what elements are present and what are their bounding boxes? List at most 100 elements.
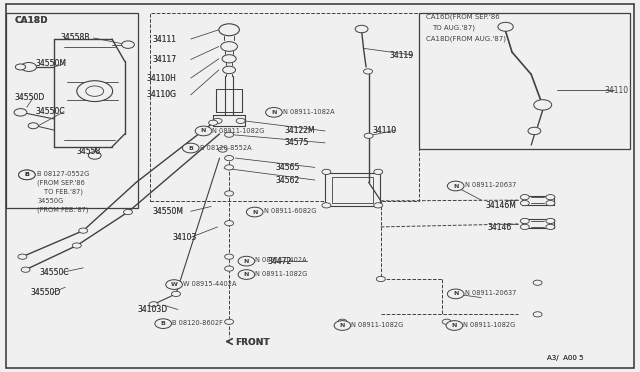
Circle shape xyxy=(88,152,101,159)
Text: 34122M: 34122M xyxy=(285,126,316,135)
Text: 34146M: 34146M xyxy=(485,201,516,210)
Circle shape xyxy=(447,181,464,191)
Text: 34550D: 34550D xyxy=(14,93,44,102)
Text: N: N xyxy=(244,272,249,277)
Circle shape xyxy=(225,155,234,161)
Circle shape xyxy=(520,195,529,200)
Circle shape xyxy=(221,42,237,51)
Circle shape xyxy=(238,270,255,279)
Text: 34111: 34111 xyxy=(152,35,177,44)
Text: 34110: 34110 xyxy=(372,126,397,135)
Text: 34558B: 34558B xyxy=(61,33,90,42)
Text: 34146: 34146 xyxy=(488,223,512,232)
Text: 34550M: 34550M xyxy=(152,207,183,216)
Text: N 08911-1082G: N 08911-1082G xyxy=(463,322,516,328)
Circle shape xyxy=(222,55,236,63)
Circle shape xyxy=(219,24,239,36)
Circle shape xyxy=(19,170,35,180)
Circle shape xyxy=(442,319,451,324)
Circle shape xyxy=(364,133,373,138)
Circle shape xyxy=(166,280,182,289)
Text: N: N xyxy=(452,323,457,328)
Circle shape xyxy=(266,108,282,117)
Bar xyxy=(419,13,630,149)
Circle shape xyxy=(223,66,236,74)
Text: 34103: 34103 xyxy=(173,233,197,242)
Circle shape xyxy=(86,86,104,96)
Text: 34122M: 34122M xyxy=(285,126,316,135)
Text: 34575: 34575 xyxy=(285,138,309,147)
Circle shape xyxy=(225,191,234,196)
Circle shape xyxy=(528,127,541,135)
Text: N: N xyxy=(453,183,458,189)
Text: A3/  A00 5: A3/ A00 5 xyxy=(547,355,584,361)
Text: 34146M: 34146M xyxy=(485,201,516,210)
Text: 34146: 34146 xyxy=(488,223,512,232)
Text: 34558: 34558 xyxy=(77,147,101,155)
Text: 34119: 34119 xyxy=(389,51,413,60)
Circle shape xyxy=(520,201,529,206)
Text: N 08911-20637: N 08911-20637 xyxy=(465,182,516,188)
Circle shape xyxy=(520,218,529,224)
Text: N 08911-1082G: N 08911-1082G xyxy=(351,322,404,328)
Text: (FROM FEB.'87): (FROM FEB.'87) xyxy=(37,206,88,213)
Circle shape xyxy=(225,254,234,259)
Circle shape xyxy=(21,267,30,272)
Text: N 08911-1402A: N 08911-1402A xyxy=(255,257,307,263)
Circle shape xyxy=(355,25,368,33)
Text: B: B xyxy=(24,172,29,177)
Text: 34550M: 34550M xyxy=(35,60,66,68)
Circle shape xyxy=(533,280,542,285)
Text: TO FEB.'87): TO FEB.'87) xyxy=(44,189,83,195)
Circle shape xyxy=(322,203,331,208)
Text: N 08911-1082G: N 08911-1082G xyxy=(255,271,308,277)
Bar xyxy=(150,13,419,201)
Text: N: N xyxy=(244,259,249,264)
Circle shape xyxy=(225,165,234,170)
Text: 34562: 34562 xyxy=(275,176,300,185)
Circle shape xyxy=(225,221,234,226)
Text: B 08127-0552G: B 08127-0552G xyxy=(37,171,90,177)
Text: A3/  A00 5: A3/ A00 5 xyxy=(547,355,584,361)
Text: 34550D: 34550D xyxy=(31,288,61,297)
Text: 34550C: 34550C xyxy=(40,268,69,277)
Text: 34110G: 34110G xyxy=(146,90,176,99)
Text: B 08120-8552A: B 08120-8552A xyxy=(200,145,252,151)
Text: 34550D: 34550D xyxy=(31,288,61,297)
Circle shape xyxy=(195,126,212,136)
Circle shape xyxy=(338,319,347,324)
Text: B: B xyxy=(24,172,29,177)
Text: W: W xyxy=(171,282,177,287)
Text: 34117: 34117 xyxy=(152,55,177,64)
Text: CA16D(FROM SEP.'86: CA16D(FROM SEP.'86 xyxy=(426,13,499,20)
Text: 34550C: 34550C xyxy=(35,107,65,116)
Circle shape xyxy=(149,302,158,307)
Circle shape xyxy=(546,195,555,200)
Circle shape xyxy=(225,319,234,324)
Text: CA18D(FROM AUG.'87): CA18D(FROM AUG.'87) xyxy=(426,35,506,42)
Text: N: N xyxy=(453,291,458,296)
Text: 34103D: 34103D xyxy=(138,305,168,314)
Text: 34111: 34111 xyxy=(152,35,177,44)
Circle shape xyxy=(213,118,222,124)
Circle shape xyxy=(546,224,555,230)
Circle shape xyxy=(79,228,88,233)
Text: TO AUG.'87): TO AUG.'87) xyxy=(432,25,475,31)
Text: FRONT: FRONT xyxy=(236,339,270,347)
Circle shape xyxy=(172,291,180,296)
Text: B: B xyxy=(161,321,166,326)
Circle shape xyxy=(21,62,36,71)
Circle shape xyxy=(77,81,113,102)
Circle shape xyxy=(364,69,372,74)
Text: N: N xyxy=(271,110,276,115)
Text: N 08911-1082A: N 08911-1082A xyxy=(283,109,335,115)
Text: N: N xyxy=(201,128,206,134)
Text: 34565: 34565 xyxy=(275,163,300,172)
Circle shape xyxy=(122,41,134,48)
Text: 34558: 34558 xyxy=(77,147,101,155)
Circle shape xyxy=(209,120,218,125)
Circle shape xyxy=(520,224,529,230)
Text: B: B xyxy=(188,145,193,151)
Bar xyxy=(332,177,373,203)
Circle shape xyxy=(14,109,27,116)
